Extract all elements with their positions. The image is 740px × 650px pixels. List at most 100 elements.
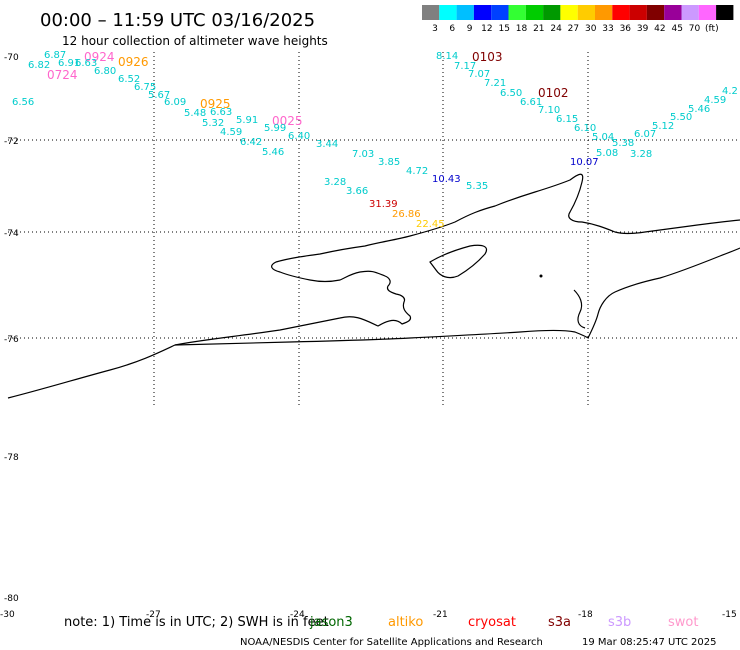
lon-label-21: -21: [433, 610, 448, 620]
wave-height-value: 3.85: [378, 157, 400, 168]
wave-height-labels: 6.566.826.876.916.636.806.526.755.676.09…: [12, 50, 738, 230]
legend-swatch: [560, 5, 578, 20]
wave-height-value: 26.86: [392, 209, 421, 220]
wave-height-value: 5.12: [652, 121, 674, 132]
wave-height-value: 5.08: [596, 148, 618, 159]
longitude-labels: -30 -27 -24 -21 -18 -15: [0, 610, 737, 620]
lat-label-78: -78: [4, 453, 19, 463]
antarctic-coastline: [7, 173, 740, 399]
wave-height-value: 6.09: [164, 97, 186, 108]
pass-time: 0025: [272, 114, 303, 128]
wave-height-value: 5.48: [184, 108, 206, 119]
pass-time: 0724: [47, 68, 78, 82]
color-legend: [422, 5, 734, 20]
legend-label: 45: [671, 24, 682, 34]
wave-height-value: 6.61: [520, 97, 542, 108]
legend-swatch: [716, 5, 734, 20]
wave-height-value: 5.38: [612, 138, 634, 149]
map-subtitle: 12 hour collection of altimeter wave hei…: [62, 34, 328, 48]
legend-label: 33: [602, 24, 613, 34]
wave-height-value: 10.43: [432, 174, 461, 185]
wave-height-value: 6.63: [210, 107, 232, 118]
legend-label: 36: [620, 24, 632, 34]
legend-swatch: [525, 5, 544, 20]
satellite-legend-item: s3a: [548, 615, 571, 630]
wave-height-value: 4.59: [220, 127, 242, 138]
wave-height-value: 31.39: [369, 199, 398, 210]
wave-height-value: 6.82: [28, 60, 50, 71]
wave-height-value: 4.72: [406, 166, 428, 177]
wave-height-value: 7.07: [468, 69, 490, 80]
legend-swatch: [456, 5, 474, 20]
pass-time: 0103: [472, 50, 503, 64]
credit-text: NOAA/NESDIS Center for Satellite Applica…: [240, 637, 543, 648]
wave-height-value: 6.15: [556, 114, 578, 125]
lon-label-24: -24: [290, 610, 305, 620]
pass-time-labels: 0724 0926 0924 0925 0025 0103 0102: [47, 50, 569, 128]
legend-label: 39: [637, 24, 649, 34]
color-legend-labels: 3 6 9 12 15 18 21 24 27 30 33 36 39 42 45 70 (ft): [432, 24, 718, 34]
legend-swatch: [698, 5, 717, 20]
wave-height-value: 5.46: [688, 104, 710, 115]
legend-swatch: [543, 5, 561, 20]
wave-height-value: 6.91: [58, 58, 80, 69]
legend-label: 42: [654, 24, 665, 34]
wave-height-value: 6.52: [118, 74, 140, 85]
wave-height-value: 5.35: [466, 181, 488, 192]
legend-swatch: [473, 5, 492, 20]
map-frame: [8, 52, 740, 600]
legend-swatch: [681, 5, 699, 20]
wave-height-value: 4.2: [722, 86, 738, 97]
legend-label: 30: [585, 24, 597, 34]
legend-swatch: [577, 5, 595, 20]
wave-height-value: 7.17: [454, 61, 476, 72]
satellite-legend-item: cryosat: [468, 615, 516, 630]
wave-height-value: 5.91: [236, 115, 258, 126]
wave-height-value: 5.50: [670, 112, 692, 123]
wave-height-value: 5.32: [202, 118, 224, 129]
satellite-legend-item: s3b: [608, 615, 631, 630]
legend-swatch: [491, 5, 509, 20]
graticule: [8, 52, 740, 406]
wave-height-value: 6.40: [288, 131, 310, 142]
lat-label-80: -80: [4, 594, 19, 604]
legend-label: 9: [467, 24, 473, 34]
wave-height-value: 10.07: [570, 157, 599, 168]
wave-height-value: 7.21: [484, 78, 506, 89]
satellite-legend-item: altiko: [388, 615, 423, 630]
wave-height-value: 7.03: [352, 149, 374, 160]
lat-label-72: -72: [4, 137, 19, 147]
wave-height-value: 3.28: [324, 177, 346, 188]
legend-label: 70: [689, 24, 701, 34]
pass-time: 0924: [84, 50, 115, 64]
timestamp-text: 19 Mar 08:25:47 UTC 2025: [582, 637, 717, 648]
legend-label: 15: [498, 24, 509, 34]
wave-height-value: 6.10: [574, 123, 596, 134]
wave-height-value: 6.56: [12, 97, 34, 108]
wave-height-value: 6.80: [94, 66, 116, 77]
legend-swatch: [664, 5, 682, 20]
wave-height-value: 5.46: [262, 147, 284, 158]
wave-height-value: 6.42: [240, 137, 262, 148]
wave-height-value: 3.44: [316, 139, 338, 150]
legend-label: 21: [533, 24, 544, 34]
legend-swatch: [595, 5, 613, 20]
legend-swatch: [612, 5, 630, 20]
island-marker: [539, 274, 543, 278]
legend-swatch: [646, 5, 665, 20]
satellite-legend-item: jason3: [309, 615, 353, 630]
legend-label: 3: [432, 24, 438, 34]
legend-swatch: [439, 5, 457, 20]
wave-height-value: 5.67: [148, 90, 170, 101]
pass-time: 0925: [200, 97, 231, 111]
wave-height-value: 5.04: [592, 132, 614, 143]
wave-height-value: 4.59: [704, 95, 726, 106]
wave-height-value: 6.07: [634, 129, 656, 140]
wave-height-value: 5.99: [264, 123, 286, 134]
wave-height-value: 3.28: [630, 149, 652, 160]
lat-label-76: -76: [4, 335, 19, 345]
legend-label: 12: [481, 24, 492, 34]
legend-label: (ft): [705, 24, 719, 34]
satellite-legend: jason3 altiko cryosat s3a s3b swot: [309, 615, 698, 630]
